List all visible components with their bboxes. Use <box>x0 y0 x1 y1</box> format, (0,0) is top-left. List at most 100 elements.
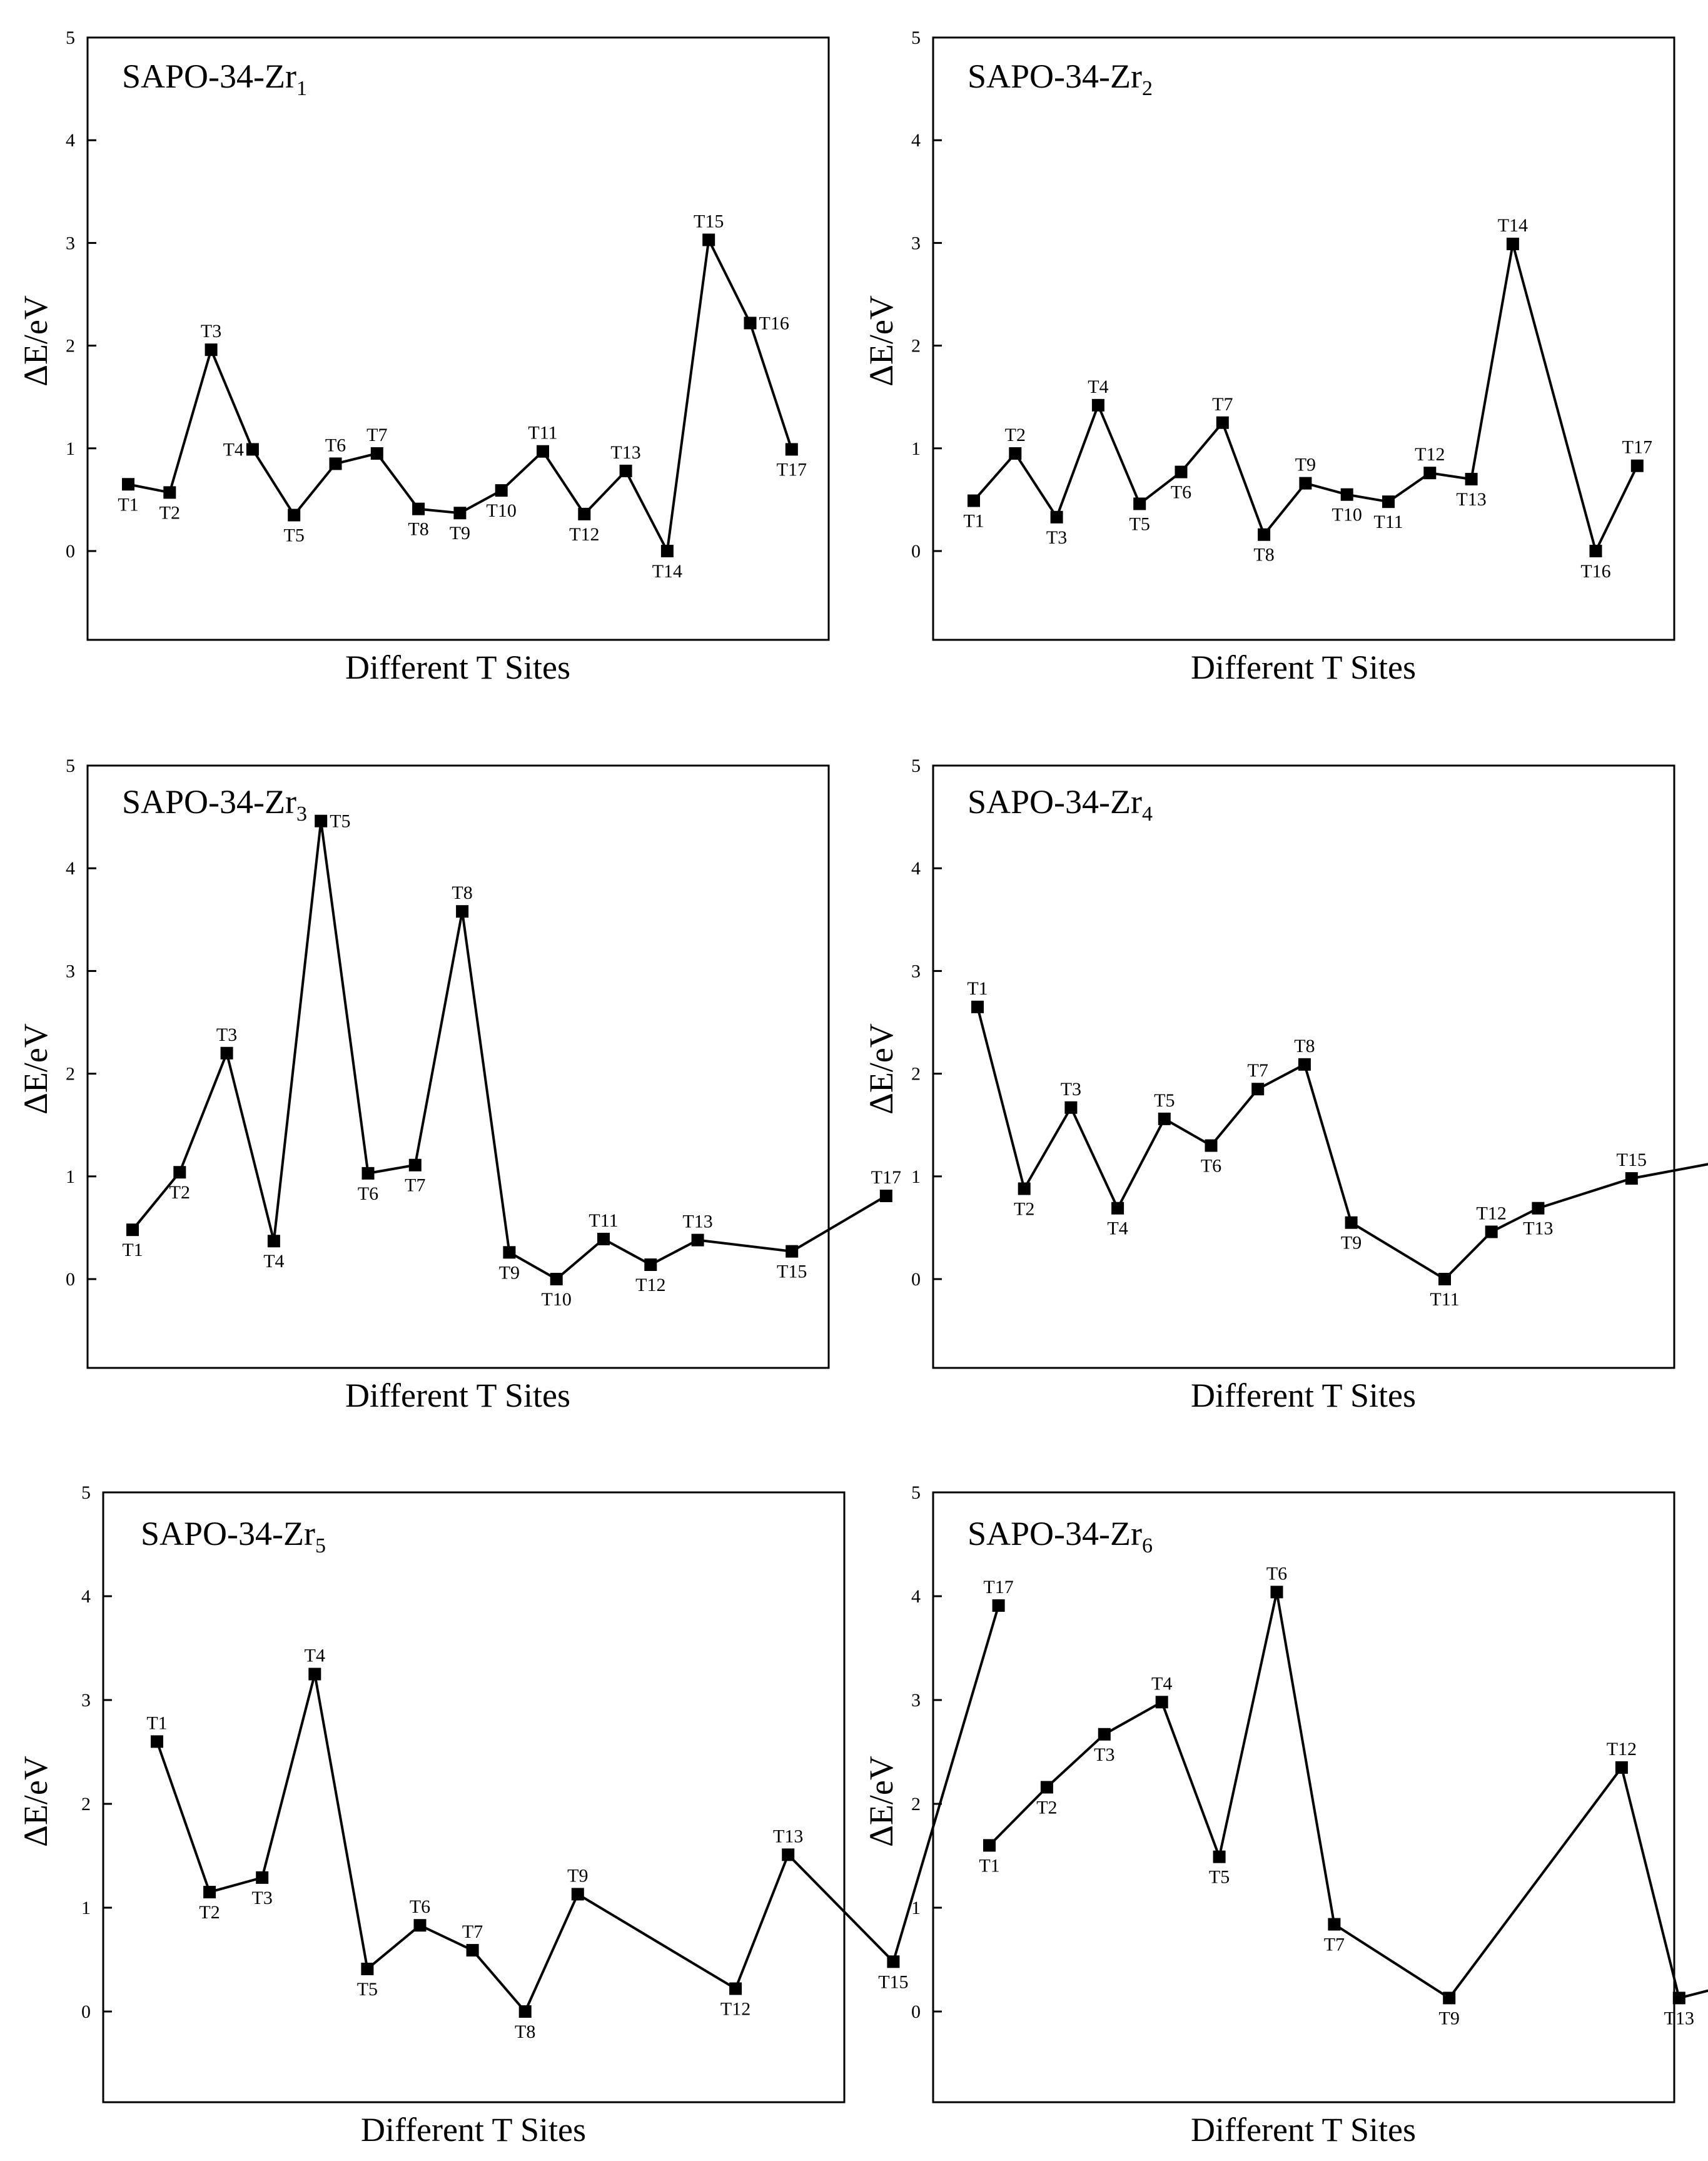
data-point-t7 <box>1328 1918 1341 1931</box>
point-label-t7: T7 <box>1212 394 1233 415</box>
data-point-t17 <box>1630 459 1644 472</box>
data-point-t9 <box>453 507 467 520</box>
data-point-t9 <box>1345 1216 1358 1229</box>
y-axis-ticks: 0 1 2 3 4 5 <box>66 756 96 1290</box>
y-tick-label: 4 <box>81 1586 91 1607</box>
data-point-t6 <box>1205 1139 1218 1152</box>
point-label-t1: T1 <box>979 1855 999 1876</box>
point-label-t4: T4 <box>1088 377 1108 397</box>
y-tick-label: 1 <box>911 1898 921 1918</box>
chart-title: SAPO-34-Zr4 <box>968 783 1153 826</box>
chart-title: SAPO-34-Zr6 <box>968 1515 1153 1557</box>
data-point-t17 <box>992 1599 1005 1612</box>
point-label-t6: T6 <box>1201 1156 1221 1177</box>
x-axis-label: Different T Sites <box>1191 1377 1416 1414</box>
y-tick-label: 4 <box>66 130 75 151</box>
x-axis-label: Different T Sites <box>361 2111 586 2148</box>
point-label-t4: T4 <box>263 1251 284 1272</box>
point-label-t6: T6 <box>1266 1563 1287 1584</box>
data-point-t13 <box>619 464 632 477</box>
point-label-t4: T4 <box>305 1646 325 1666</box>
y-tick-label: 0 <box>66 1269 75 1290</box>
point-label-t4: T4 <box>1151 1673 1172 1694</box>
y-axis-ticks: 0 1 2 3 4 5 <box>911 756 942 1290</box>
data-point-t5 <box>361 1962 374 1975</box>
data-point-t14 <box>1506 238 1519 251</box>
data-point-t11 <box>1438 1273 1451 1285</box>
panel-sapo-34-zr5: SAPO-34-Zr5 ΔE/eV Different T Sites 0 1 2 3… <box>17 1482 1014 2148</box>
data-point-t3 <box>1050 510 1063 524</box>
data-point-t9 <box>571 1888 584 1901</box>
y-axis-label: ΔE/eV <box>862 1756 900 1847</box>
y-tick-label: 3 <box>911 233 921 253</box>
data-point-t4 <box>308 1668 321 1681</box>
point-label-t8: T8 <box>452 883 472 903</box>
point-label-t2: T2 <box>169 1182 190 1203</box>
data-point-t16 <box>1589 545 1602 557</box>
point-label-t15: T15 <box>878 1971 908 1992</box>
data-point-t6 <box>413 1919 427 1932</box>
data-point-t6 <box>329 457 342 470</box>
y-tick-label: 0 <box>66 541 75 562</box>
data-point-t17 <box>879 1189 892 1202</box>
point-label-t9: T9 <box>1439 2008 1460 2028</box>
data-points: T1 T2 T3 T4 T5 T6 T7 T8 T9 T10 T11 T12 T13 T15 T17 <box>122 811 901 1310</box>
point-label-t1: T1 <box>146 1713 167 1733</box>
y-axis-ticks: 0 1 2 3 4 5 <box>81 1482 112 2022</box>
point-label-t11: T11 <box>528 423 557 443</box>
y-tick-label: 0 <box>911 1269 921 1290</box>
point-label-t17: T17 <box>871 1167 901 1188</box>
data-point-t7 <box>370 447 383 460</box>
chart-title: SAPO-34-Zr1 <box>122 58 307 100</box>
data-point-t11 <box>1382 495 1395 509</box>
data-point-t10 <box>495 484 508 497</box>
plot-frame <box>86 36 830 641</box>
point-label-t12: T12 <box>720 1998 750 2019</box>
y-tick-label: 1 <box>911 438 921 459</box>
data-point-t13 <box>1465 473 1478 486</box>
data-point-t4 <box>1111 1202 1124 1215</box>
data-point-t3 <box>1064 1101 1078 1114</box>
data-point-t12 <box>729 1982 742 1995</box>
point-label-t1: T1 <box>122 1240 143 1260</box>
point-label-t5: T5 <box>1154 1090 1175 1111</box>
y-tick-label: 1 <box>66 438 75 459</box>
data-point-t2 <box>1040 1781 1053 1794</box>
data-point-t13 <box>782 1848 795 1861</box>
point-label-t6: T6 <box>410 1896 430 1917</box>
point-label-t17: T17 <box>1622 437 1652 458</box>
point-label-t10: T10 <box>542 1289 572 1310</box>
point-label-t1: T1 <box>963 511 984 532</box>
point-label-t5: T5 <box>330 811 350 832</box>
point-label-t15: T15 <box>1617 1150 1647 1170</box>
data-point-t6 <box>361 1167 375 1180</box>
point-label-t2: T2 <box>1014 1199 1034 1220</box>
point-label-t13: T13 <box>1456 489 1486 510</box>
data-point-t3 <box>256 1871 269 1884</box>
point-label-t16: T16 <box>759 313 789 333</box>
data-point-t8 <box>1258 528 1271 541</box>
point-label-t1: T1 <box>967 978 988 999</box>
point-label-t13: T13 <box>773 1826 803 1846</box>
point-label-t7: T7 <box>1248 1060 1268 1081</box>
data-point-t15 <box>786 1245 799 1258</box>
y-axis-ticks: 0 1 2 3 4 5 <box>66 28 96 562</box>
y-tick-label: 2 <box>911 336 921 357</box>
data-point-t8 <box>456 905 469 918</box>
point-label-t15: T15 <box>777 1262 807 1282</box>
data-point-t10 <box>550 1273 563 1285</box>
data-point-t3 <box>220 1046 233 1060</box>
point-label-t7: T7 <box>1324 1935 1345 1955</box>
data-points: T1T2T3T4T5T6T7T8T9T11T12T13T15T17 <box>967 978 1647 1310</box>
point-label-t8: T8 <box>1294 1036 1315 1056</box>
series-line <box>988 1591 1708 2000</box>
data-point-t9 <box>503 1246 516 1259</box>
data-point-t10 <box>1340 488 1353 501</box>
y-tick-label: 5 <box>911 28 921 48</box>
data-point-t7 <box>466 1944 479 1957</box>
data-point-t6 <box>1270 1586 1283 1599</box>
data-point-t12 <box>578 507 591 520</box>
y-tick-label: 2 <box>66 336 75 357</box>
data-point-t1 <box>968 494 980 507</box>
series-line <box>131 821 887 1281</box>
